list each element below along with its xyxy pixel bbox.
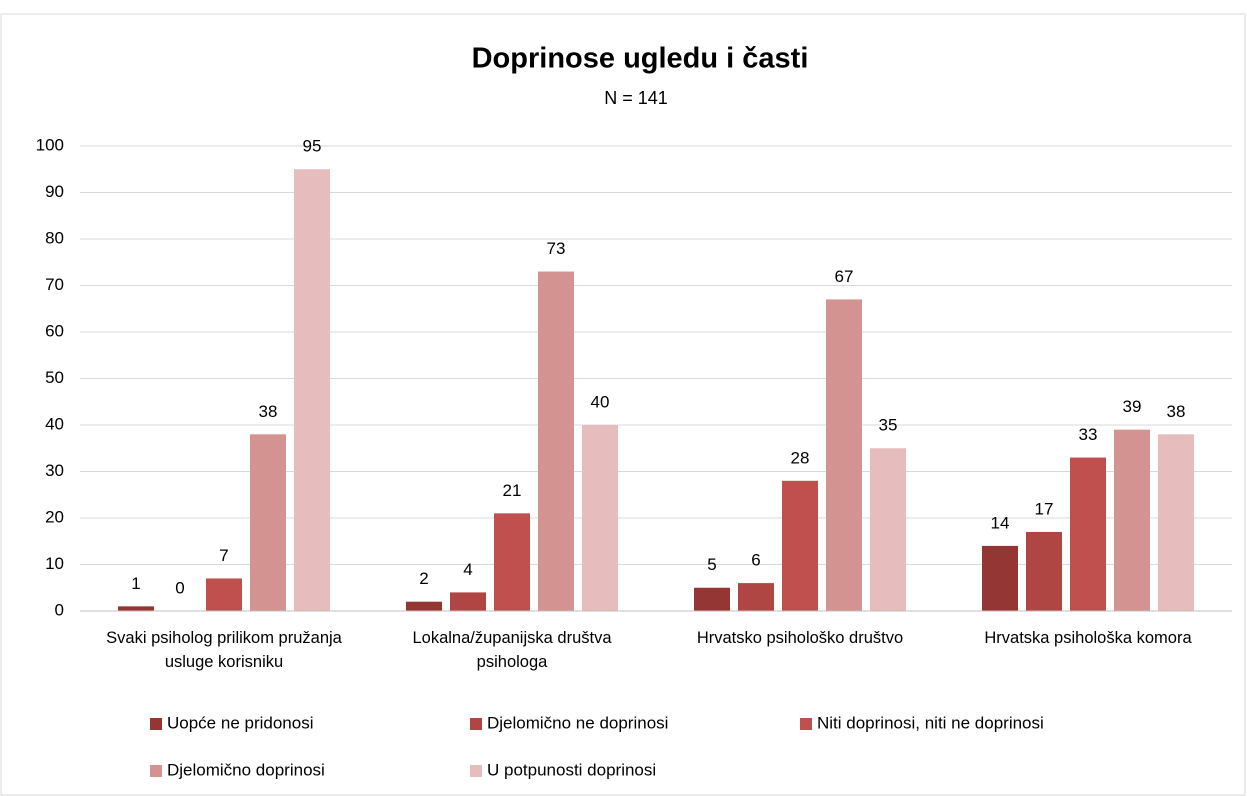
legend-label: Djelomično doprinosi xyxy=(167,760,325,779)
x-tick-label: Svaki psiholog prilikom pružanja usluge … xyxy=(106,629,342,671)
data-label: 5 xyxy=(707,555,716,574)
bar xyxy=(1070,457,1106,611)
data-label: 2 xyxy=(419,569,428,588)
chart-border xyxy=(0,13,1246,796)
data-label: 38 xyxy=(1167,402,1186,421)
data-label: 33 xyxy=(1079,425,1098,444)
y-tick-label: 50 xyxy=(45,368,64,387)
data-label: 6 xyxy=(751,551,760,570)
legend-label: Djelomično ne doprinosi xyxy=(487,713,668,732)
legend-label: Niti doprinosi, niti ne doprinosi xyxy=(817,713,1044,732)
data-label: 28 xyxy=(791,448,810,467)
legend-label: U potpunosti doprinosi xyxy=(487,760,656,779)
x-tick-label: Hrvatsko psihološko društvo xyxy=(696,629,904,647)
bar xyxy=(206,578,242,611)
bar xyxy=(1114,429,1150,611)
data-label: 1 xyxy=(131,574,140,593)
bar xyxy=(826,299,862,611)
y-tick-label: 90 xyxy=(45,182,64,201)
bar xyxy=(870,448,906,611)
bar xyxy=(982,545,1018,611)
data-label: 17 xyxy=(1035,499,1054,518)
legend-swatch xyxy=(150,765,162,777)
y-tick-label: 80 xyxy=(45,228,64,247)
chart-title: Doprinose ugledu i časti xyxy=(472,43,809,75)
bar xyxy=(582,425,618,611)
bar xyxy=(250,434,286,611)
legend-swatch xyxy=(470,718,482,730)
data-label: 40 xyxy=(591,392,610,411)
y-tick-label: 40 xyxy=(45,414,64,433)
bar xyxy=(450,592,486,611)
bar xyxy=(1026,531,1062,611)
data-label: 21 xyxy=(503,481,522,500)
y-tick-label: 60 xyxy=(45,321,64,340)
legend-swatch xyxy=(150,718,162,730)
y-tick-label: 20 xyxy=(45,507,64,526)
legend-label: Uopće ne pridonosi xyxy=(167,713,313,732)
y-tick-label: 100 xyxy=(36,135,64,154)
bar xyxy=(118,606,154,611)
x-tick-label: Lokalna/županijska društva psihologa xyxy=(412,629,612,671)
y-tick-label: 30 xyxy=(45,461,64,480)
bar xyxy=(738,583,774,611)
bar xyxy=(694,587,730,611)
y-tick-label: 0 xyxy=(55,600,64,619)
data-label: 7 xyxy=(219,546,228,565)
bar xyxy=(1158,434,1194,611)
data-label: 0 xyxy=(175,578,184,597)
bar xyxy=(406,601,442,611)
data-label: 4 xyxy=(463,560,472,579)
data-label: 38 xyxy=(259,402,278,421)
legend-swatch xyxy=(470,765,482,777)
y-tick-label: 10 xyxy=(45,554,64,573)
y-tick-label: 70 xyxy=(45,275,64,294)
data-label: 73 xyxy=(547,239,566,258)
bar xyxy=(538,271,574,611)
bar xyxy=(494,513,530,611)
chart-subtitle: N = 141 xyxy=(604,88,668,108)
data-label: 95 xyxy=(303,137,322,156)
bar xyxy=(782,480,818,611)
data-label: 39 xyxy=(1123,397,1142,416)
x-tick-label: Hrvatska psihološka komora xyxy=(984,629,1192,647)
legend-swatch xyxy=(800,718,812,730)
bar xyxy=(294,169,330,611)
data-label: 67 xyxy=(835,267,854,286)
data-label: 14 xyxy=(991,513,1010,532)
data-label: 35 xyxy=(879,416,898,435)
